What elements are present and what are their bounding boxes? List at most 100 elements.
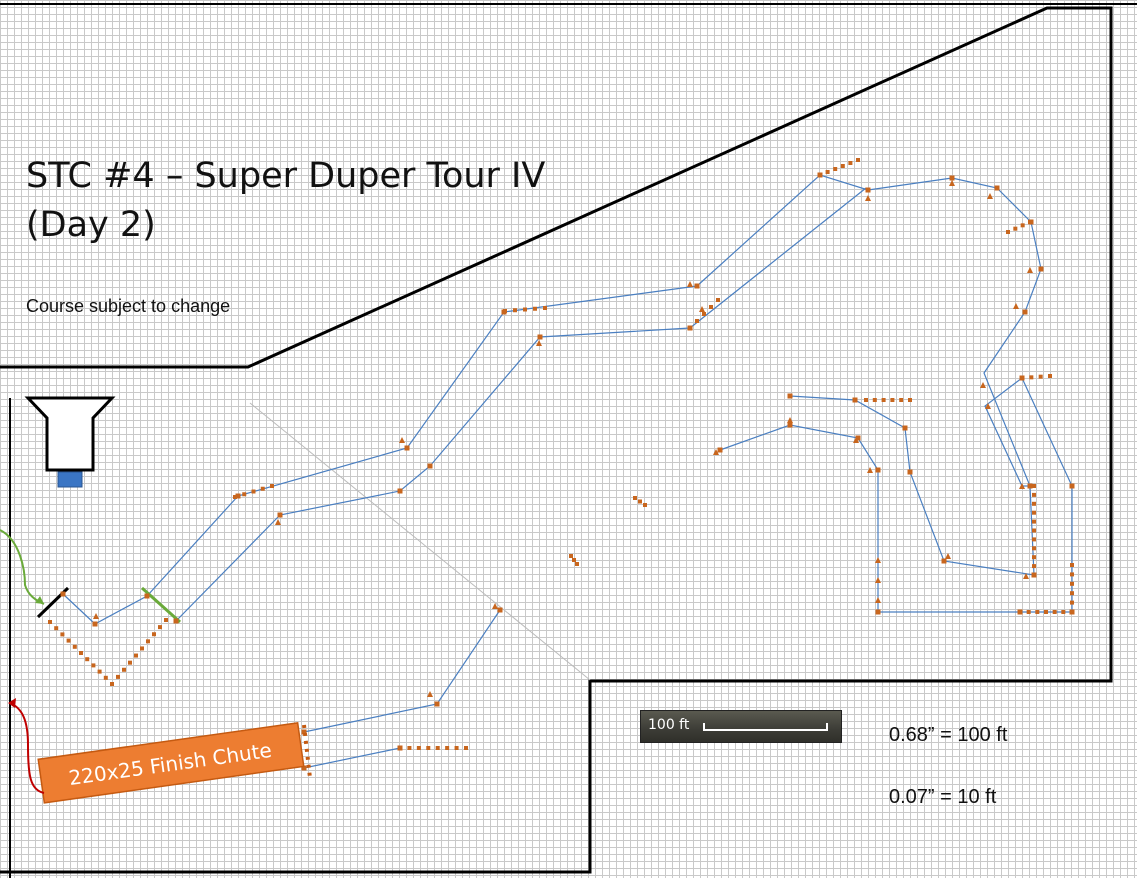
cone-marker [110, 682, 114, 686]
cone-marker [1022, 309, 1028, 315]
cone-marker [122, 667, 126, 672]
pointer-cone-marker [399, 437, 405, 443]
pointer-cone-marker [867, 467, 873, 473]
pointer-cone-marker [853, 437, 859, 443]
cone-marker [445, 746, 450, 750]
cone-marker [60, 632, 65, 637]
cone-marker [173, 618, 179, 624]
cone-marker [787, 422, 793, 428]
cone-marker [1013, 226, 1018, 231]
cone-marker [407, 746, 412, 750]
cone-marker [301, 765, 307, 771]
finish-arrow-icon [9, 702, 45, 794]
cone-marker [875, 467, 881, 473]
cone-marker [1006, 230, 1010, 234]
cone-marker [242, 492, 247, 497]
cone-marker [695, 319, 699, 323]
pointer-cone-marker [536, 340, 542, 346]
pointer-cone-marker [275, 519, 281, 525]
lot-boundary [0, 3, 1137, 878]
pointer-cone-marker [492, 603, 498, 609]
cone-marker [116, 674, 120, 679]
pointer-cone-marker [875, 557, 881, 563]
cone-marker [890, 398, 895, 402]
cone-marker [864, 398, 868, 402]
cone-marker [1032, 519, 1036, 524]
cone-marker [1048, 374, 1052, 378]
cone-marker [1018, 610, 1022, 614]
cone-marker [72, 644, 77, 649]
pointer-cone-marker [93, 613, 99, 619]
cone-marker [941, 558, 947, 564]
cone-marker [1070, 610, 1074, 614]
cone-marker [709, 305, 713, 309]
cone-marker [840, 164, 845, 168]
cone-marker [426, 746, 431, 750]
cone-marker [1028, 220, 1032, 224]
cone-marker [569, 554, 573, 558]
cone-marker [60, 591, 66, 597]
cone-marker [158, 625, 162, 630]
cone-marker [949, 175, 955, 181]
cone-marker [638, 499, 642, 504]
pointer-cone-marker [699, 306, 705, 312]
cone-marker [523, 307, 527, 312]
cone-marker [872, 398, 877, 402]
scale-bar: 100 ft [640, 710, 842, 743]
cone-marker [1061, 610, 1066, 614]
cone-marker [434, 701, 440, 707]
pointer-cone-marker [949, 180, 955, 186]
cone-marker [787, 393, 793, 399]
pointer-cone-marker [1019, 483, 1025, 489]
cone-marker [833, 167, 838, 171]
pointer-cone-marker [985, 403, 991, 409]
cone-marker [533, 306, 537, 311]
cone-marker [572, 558, 576, 562]
cone-marker [251, 489, 256, 494]
scale-note-100ft: 0.68” = 100 ft [889, 724, 1008, 746]
cone-marker [856, 158, 860, 162]
course-path [62, 174, 1073, 769]
cone-marker [907, 469, 913, 475]
course-title-line1: STC #4 – Super Duper Tour IV [26, 156, 546, 196]
cone-marker [1038, 266, 1044, 272]
cone-marker [144, 593, 150, 599]
cone-marker [164, 618, 168, 622]
cone-marker [1020, 376, 1024, 380]
cone-marker [575, 562, 579, 566]
cone-marker [513, 308, 517, 313]
pointer-cone-marker [1027, 267, 1033, 273]
cone-marker [1032, 564, 1036, 569]
pointer-cone-marker [687, 281, 693, 287]
cone-marker [1035, 610, 1040, 614]
cone-marker [1052, 610, 1057, 614]
cone-marker [54, 626, 59, 631]
scale-bar-ruler [703, 723, 828, 731]
cone-marker [1032, 501, 1036, 506]
cone-marker [818, 173, 822, 177]
cone-marker [128, 660, 132, 665]
cone-marker [48, 620, 52, 624]
cone-markers [48, 158, 1075, 771]
cone-marker [1026, 610, 1031, 614]
cone-marker [134, 653, 138, 658]
cone-marker [260, 486, 265, 491]
pointer-cone-marker [875, 577, 881, 583]
cone-marker [865, 187, 871, 193]
guide-line [249, 402, 591, 681]
pointer-cone-marker [427, 691, 433, 697]
cone-marker [1070, 563, 1074, 567]
cone-marker [1032, 484, 1036, 488]
course-title: STC #4 – Super Duper Tour IV (Day 2) [26, 152, 545, 250]
cone-marker [875, 609, 881, 615]
cone-marker [454, 746, 459, 750]
pointer-cone-marker [875, 597, 881, 603]
pointer-cone-marker [1023, 573, 1029, 579]
cone-marker [1044, 610, 1048, 614]
cone-marker [66, 638, 71, 643]
cone-marker [694, 283, 700, 289]
cone-marker [1070, 581, 1074, 586]
cone-marker [398, 746, 402, 750]
scale-note-10ft: 0.07” = 10 ft [889, 786, 997, 808]
